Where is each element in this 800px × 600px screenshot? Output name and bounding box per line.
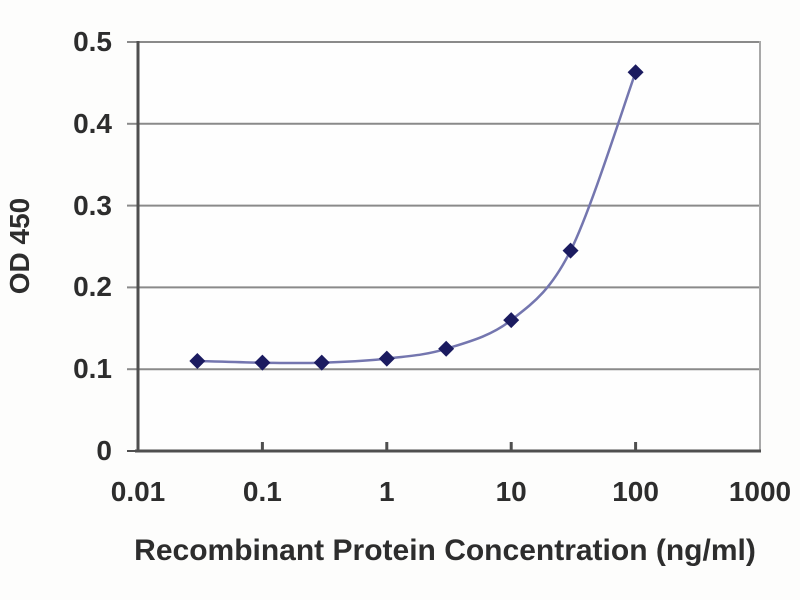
x-axis-title: Recombinant Protein Concentration (ng/ml…: [134, 534, 756, 567]
y-tick-label: 0.5: [73, 26, 112, 57]
data-point-marker: [378, 350, 395, 367]
y-tick-label: 0.2: [73, 271, 112, 303]
data-point-marker: [189, 353, 206, 370]
x-tick-label: 0.1: [242, 476, 282, 507]
data-point-marker: [503, 312, 520, 329]
data-point-marker: [254, 354, 271, 371]
plot-area: [138, 42, 760, 451]
x-tick-label: 1: [379, 476, 395, 507]
y-tick-label: 0.4: [73, 107, 112, 139]
data-point-marker: [562, 242, 579, 259]
y-axis-title: OD 450: [4, 197, 35, 295]
x-tick-label: 0.01: [110, 476, 166, 507]
data-point-marker: [313, 354, 330, 371]
y-tick-label: 0.3: [73, 189, 112, 221]
x-tick-label: 100: [612, 476, 659, 507]
data-point-marker: [627, 64, 644, 81]
y-tick-label: 0: [96, 435, 112, 466]
data-point-marker: [438, 340, 455, 357]
x-tick-label: 10: [495, 476, 527, 507]
y-tick-label: 0.1: [73, 353, 112, 385]
x-tick-label: 1000: [728, 476, 792, 507]
